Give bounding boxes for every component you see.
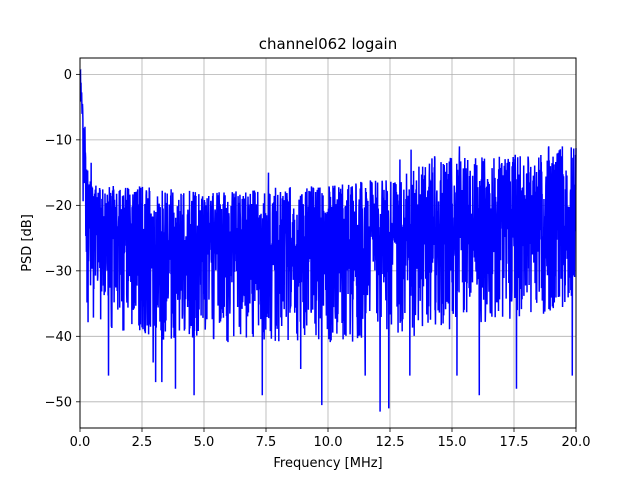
x-tick-label: 15.0 — [438, 435, 467, 450]
y-tick-label: −10 — [45, 133, 72, 148]
x-tick-label: 12.5 — [376, 435, 405, 450]
series-line — [79, 68, 577, 412]
y-tick-label: −30 — [45, 264, 72, 279]
x-tick-label: 17.5 — [500, 435, 529, 450]
axis-ticks: 0.0 2.5 5.0 7.5 10.0 12.5 15.0 17.5 20.0 0 −10 −20 −… — [45, 68, 591, 450]
x-tick-label: 7.5 — [256, 435, 277, 450]
x-tick-label: 0.0 — [70, 435, 91, 450]
y-tick-label: −40 — [45, 330, 72, 345]
x-tick-label: 20.0 — [562, 435, 591, 450]
y-tick-label: −20 — [45, 199, 72, 214]
y-tick-label: −50 — [45, 395, 72, 410]
psd-series-path — [79, 68, 577, 412]
chart-title: channel062 logain — [259, 35, 398, 53]
x-tick-label: 10.0 — [314, 435, 343, 450]
y-tick-label: 0 — [64, 68, 72, 83]
y-axis-label: PSD [dB] — [20, 214, 35, 272]
x-tick-label: 5.0 — [194, 435, 215, 450]
x-axis-label: Frequency [MHz] — [273, 456, 382, 471]
x-tick-label: 2.5 — [132, 435, 153, 450]
